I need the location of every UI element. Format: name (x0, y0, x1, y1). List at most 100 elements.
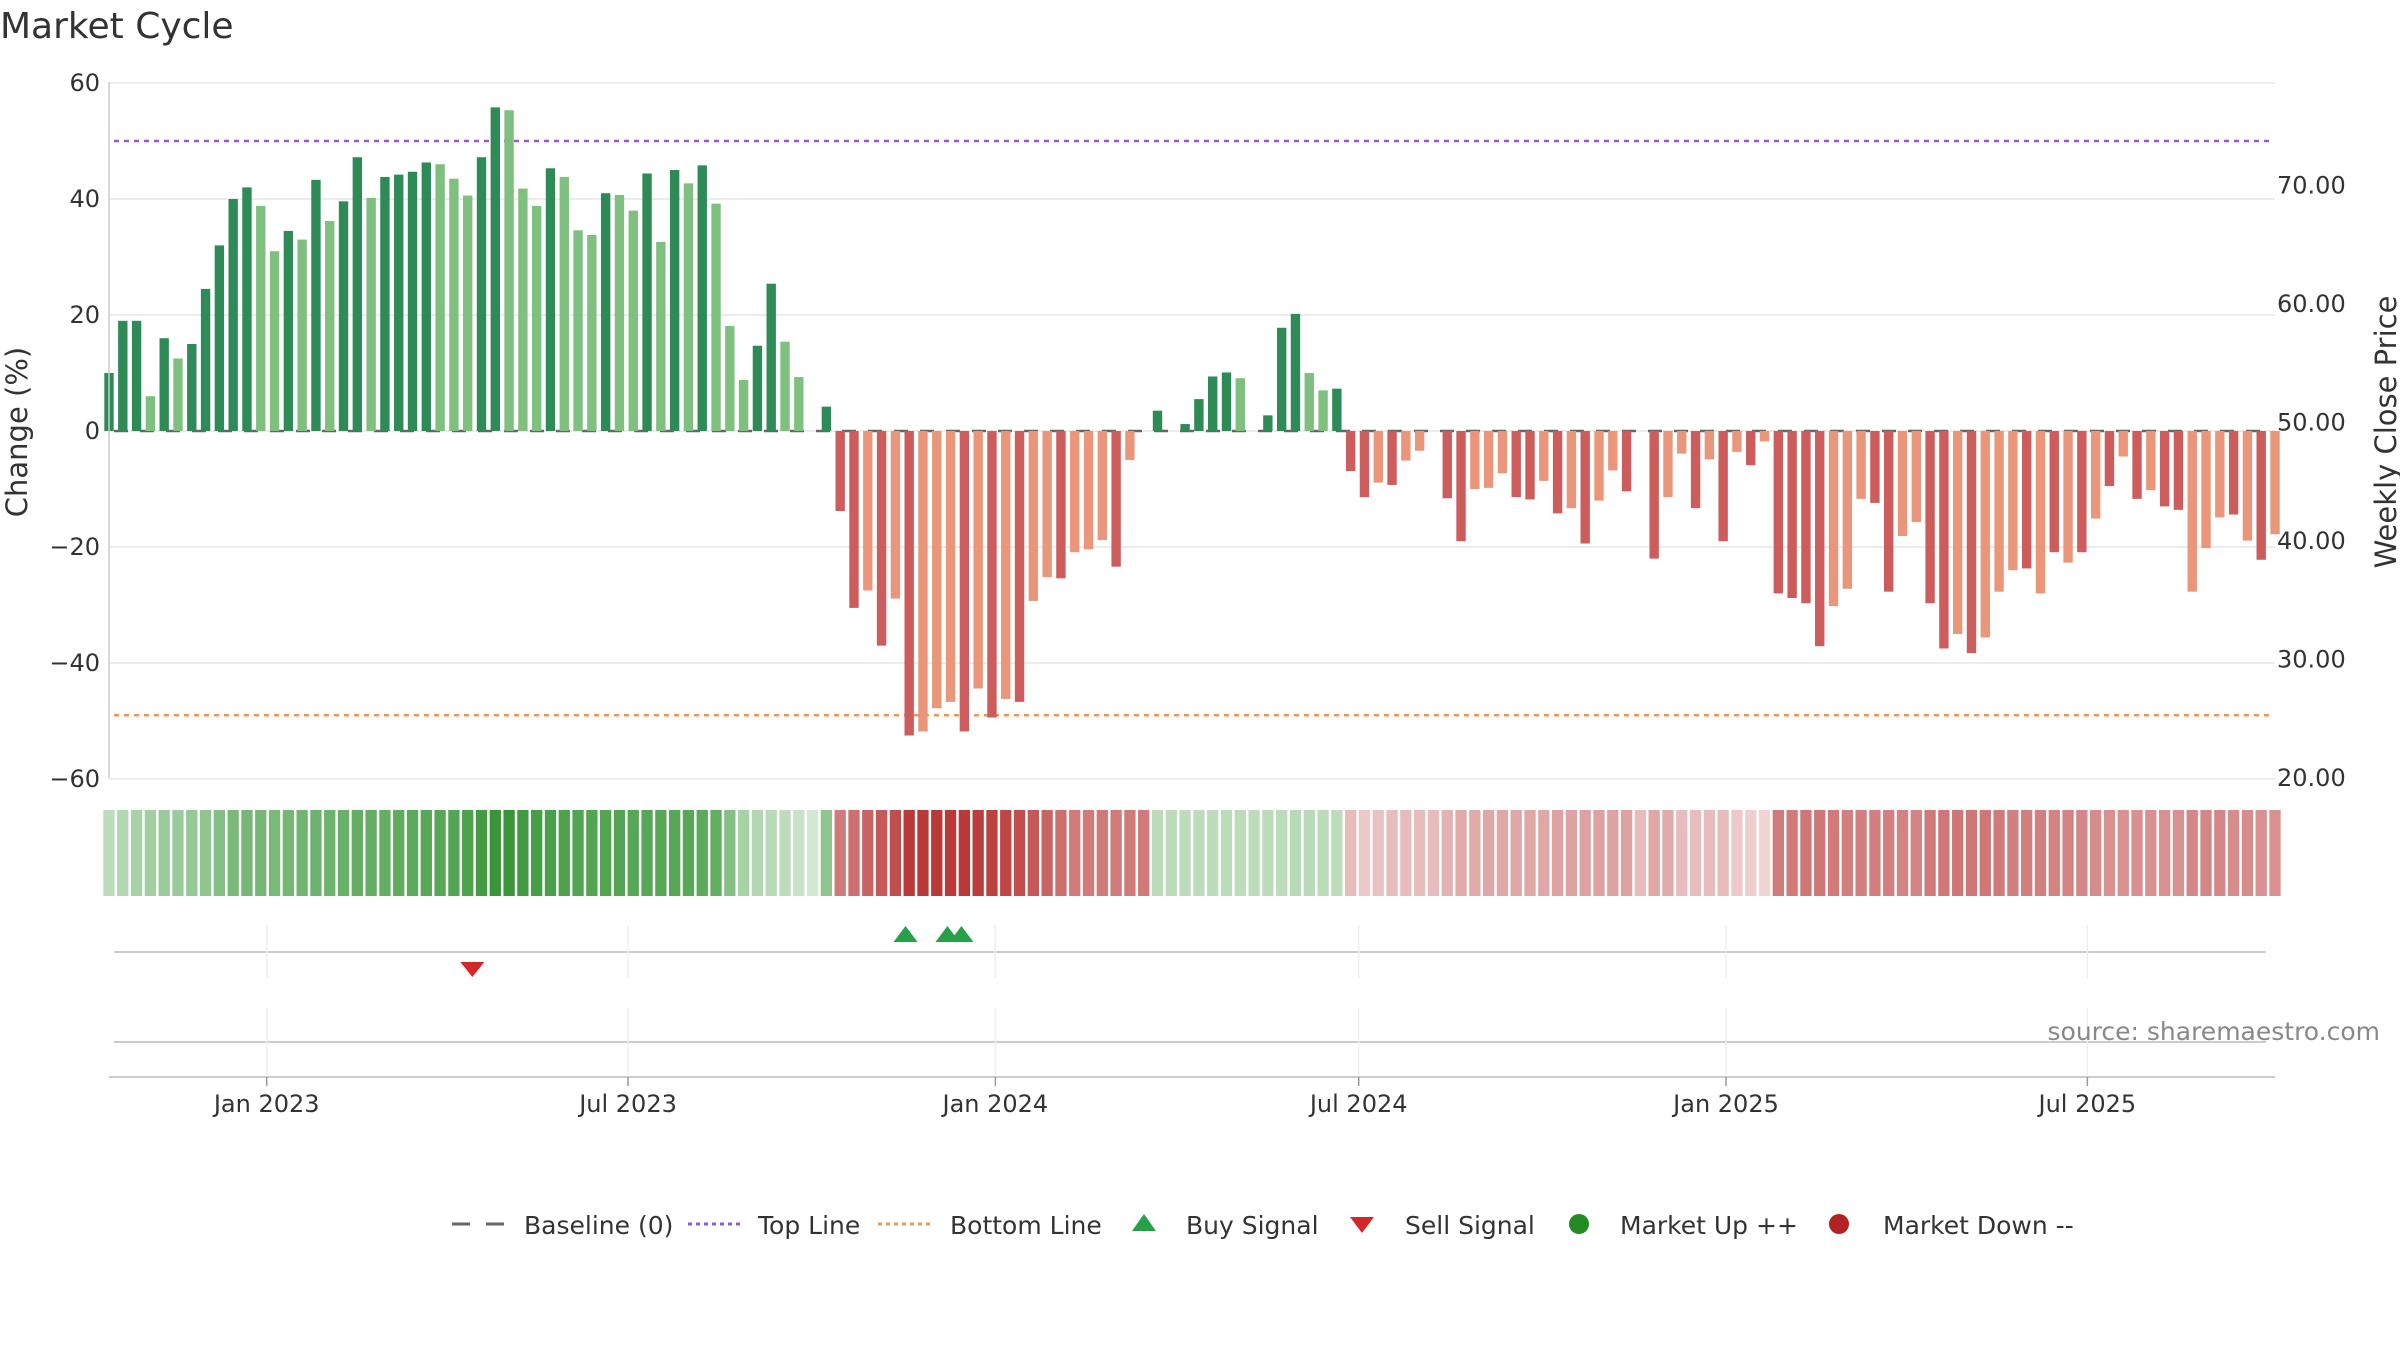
ribbon-cell (558, 810, 570, 896)
bar (1028, 431, 1039, 601)
bar (1525, 431, 1535, 500)
ribbon-cell (144, 810, 157, 896)
ribbon-cell (2158, 810, 2171, 896)
ribbon-cell (268, 810, 281, 896)
ribbon-cell (696, 810, 708, 896)
x-tick-label: Jul 2024 (1308, 1090, 1408, 1118)
ribbon-cell (1965, 810, 1978, 896)
ribbon-cell (1841, 810, 1853, 896)
bar (738, 379, 749, 431)
ribbon-cell (806, 810, 819, 896)
x-tick-label: Jul 2025 (2037, 1090, 2137, 1118)
ribbon-cell (1193, 810, 1205, 896)
bar (476, 157, 487, 432)
ribbon-cell (1952, 810, 1964, 896)
bar (725, 326, 735, 431)
ribbon-cell (503, 810, 515, 896)
ribbon-cell (1979, 810, 1991, 896)
bar (1483, 431, 1494, 488)
bar (1497, 431, 1508, 474)
ribbon-cell (2048, 810, 2060, 896)
legend-market-up-circle-icon (1569, 1214, 1589, 1234)
ribbon-cell (627, 810, 639, 896)
bar (959, 431, 970, 732)
bar (311, 179, 321, 431)
bar (1456, 431, 1466, 542)
bar (394, 174, 404, 431)
y-tick-label: 60 (69, 69, 100, 97)
bar (1470, 431, 1480, 489)
ribbon-cell (1800, 810, 1812, 896)
bar (173, 358, 183, 431)
bar (876, 431, 887, 646)
legend-label-market-up: Market Up ++ (1620, 1211, 1798, 1240)
y-tick-label: −20 (49, 533, 100, 561)
bar (2132, 431, 2142, 499)
bar (1125, 431, 1135, 460)
ribbon-cell (1041, 810, 1053, 896)
bar (242, 187, 252, 431)
bar (1815, 431, 1825, 647)
bar (187, 344, 197, 431)
ribbon-cell (1165, 810, 1177, 896)
ribbon-cell (1055, 810, 1067, 896)
bar (1083, 431, 1094, 550)
bar (1939, 431, 1949, 649)
ribbon-cell (1938, 810, 1950, 896)
ribbon-cell (448, 810, 460, 896)
ribbon-cell (682, 810, 695, 896)
ribbon-cell (1276, 810, 1288, 896)
x-tick-label: Jan 2023 (212, 1090, 320, 1118)
bar (697, 165, 707, 432)
bar (628, 210, 638, 431)
bar (518, 188, 528, 431)
ribbon-cell (2145, 810, 2157, 896)
bar (1718, 431, 1728, 542)
bar (904, 431, 914, 736)
ribbon-cell (724, 810, 736, 896)
bar (256, 205, 266, 431)
bar (573, 230, 583, 431)
bar (1704, 431, 1715, 460)
bar (2242, 431, 2253, 541)
ribbon-cell (1814, 810, 1826, 896)
bar (407, 171, 418, 432)
signal-track (114, 925, 2266, 978)
ribbon-cell (572, 810, 584, 896)
y-tick-label: −40 (49, 649, 100, 677)
bar (1097, 431, 1108, 541)
ribbon-cell (958, 810, 971, 896)
ribbon-cell (1179, 810, 1191, 896)
bar (1787, 431, 1797, 599)
ribbon-cell (2062, 810, 2074, 896)
bar (1552, 431, 1563, 514)
bar (1539, 431, 1549, 481)
ribbon-cell (586, 810, 598, 896)
ribbon-cell (1110, 810, 1122, 896)
ribbon-cell (1524, 810, 1536, 896)
buy-signal-marker (949, 926, 974, 942)
bar (214, 245, 225, 431)
bar (1994, 431, 2004, 592)
bar (1208, 376, 1218, 431)
ribbon-cell (2103, 810, 2116, 896)
ribbon-cell (1427, 810, 1440, 896)
ribbon-cell (655, 810, 667, 896)
bar (131, 320, 142, 431)
bar (656, 241, 666, 431)
buy-signal-marker (893, 926, 918, 942)
ribbon-cell (1565, 810, 1578, 896)
bar (1746, 431, 1756, 466)
ribbon-cell (420, 810, 432, 896)
y2-tick-label: 50.00 (2277, 409, 2346, 437)
bar (1359, 431, 1370, 498)
ribbon-cell (1662, 810, 1674, 896)
ribbon-cell (668, 810, 681, 896)
ribbon-cell (1000, 810, 1012, 896)
ribbon-cell (117, 810, 129, 896)
ribbon-cell (779, 810, 791, 896)
ribbon-cell (489, 810, 501, 896)
bar (1221, 372, 1232, 431)
ribbon-cell (875, 810, 888, 896)
bar (297, 239, 307, 431)
